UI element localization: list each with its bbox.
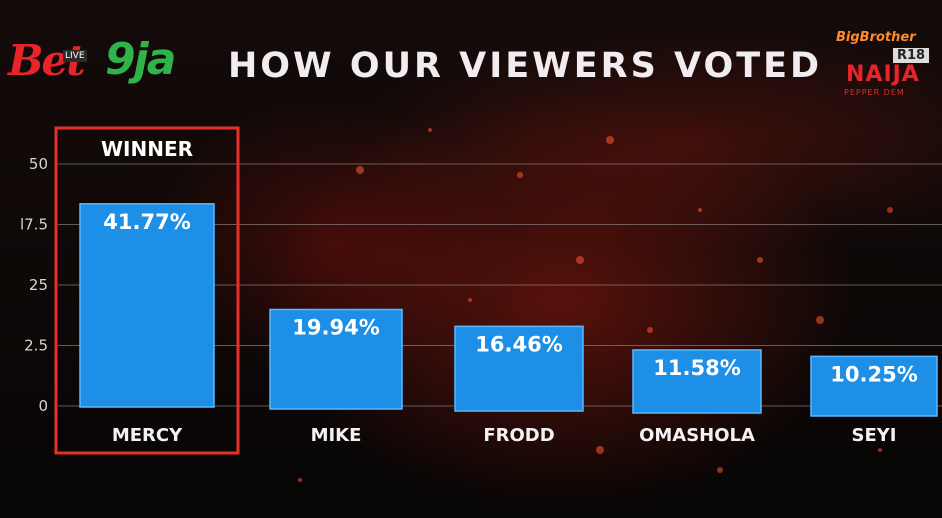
logo-left-part2: 9ja (105, 34, 176, 85)
glow-particle (596, 446, 604, 454)
logo-right-line2: NAIJA (846, 62, 920, 87)
logo-live-tag: LIVE (63, 50, 87, 62)
category-label: MERCY (112, 425, 183, 446)
bar-value-label: 41.77% (103, 210, 190, 234)
logo-right-line3: PEPPER DEM (844, 88, 905, 97)
category-label: OMASHOLA (639, 425, 755, 446)
category-label: SEYI (852, 425, 897, 446)
y-axis-ticks: 50 l7.5 25 2.5 0 (20, 155, 48, 415)
y-tick-label: l7.5 (20, 216, 48, 234)
category-label: FRODD (483, 425, 554, 446)
logo-right-badge: R18 (893, 48, 930, 63)
winner-frame: WINNER (54, 126, 240, 455)
y-tick-label: 50 (29, 155, 48, 173)
bar-value-label: 19.94% (292, 315, 379, 339)
bar-value-label: 10.25% (830, 362, 917, 386)
bar-mercy (79, 203, 215, 408)
bar-seyi (810, 355, 938, 417)
glow-particle (576, 256, 584, 264)
y-tick-label: 2.5 (24, 337, 48, 355)
glow-particle (468, 298, 472, 302)
bar-omashola (632, 349, 762, 414)
chart-title: HOW OUR VIEWERS VOTED (228, 46, 823, 86)
glow-particle (878, 448, 882, 452)
glow-particle (698, 208, 702, 212)
bbnaija-logo: BigBrother R18 NAIJA PEPPER DEM (836, 30, 936, 112)
bar-mike (269, 308, 403, 410)
glow-particle (356, 166, 364, 174)
glow-particle (757, 257, 763, 263)
logo-right-line1: BigBrother (836, 30, 916, 45)
winner-box (54, 126, 240, 455)
category-labels: MERCY MIKE FRODD OMASHOLA SEYI (112, 425, 897, 446)
glow-particle (428, 128, 432, 132)
bar-value-label: 11.58% (653, 356, 740, 380)
bar-value-label: 16.46% (475, 332, 562, 356)
glow-particle (606, 136, 614, 144)
bar-frodd (454, 325, 584, 412)
y-tick-label: 0 (38, 397, 48, 415)
glow-particle (647, 327, 653, 333)
glow-particle (816, 316, 824, 324)
y-tick-label: 25 (29, 276, 48, 294)
glow-particle (517, 172, 523, 178)
winner-label: WINNER (101, 137, 193, 161)
bars: 41.77% 19.94% 16.46% 11.58% 10.25% (79, 203, 938, 417)
category-label: MIKE (311, 425, 362, 446)
glow-particle (717, 467, 723, 473)
glow-particle (298, 478, 302, 482)
bet9ja-logo: Bet LIVE 9ja (8, 22, 193, 85)
glow-particle (887, 207, 893, 213)
